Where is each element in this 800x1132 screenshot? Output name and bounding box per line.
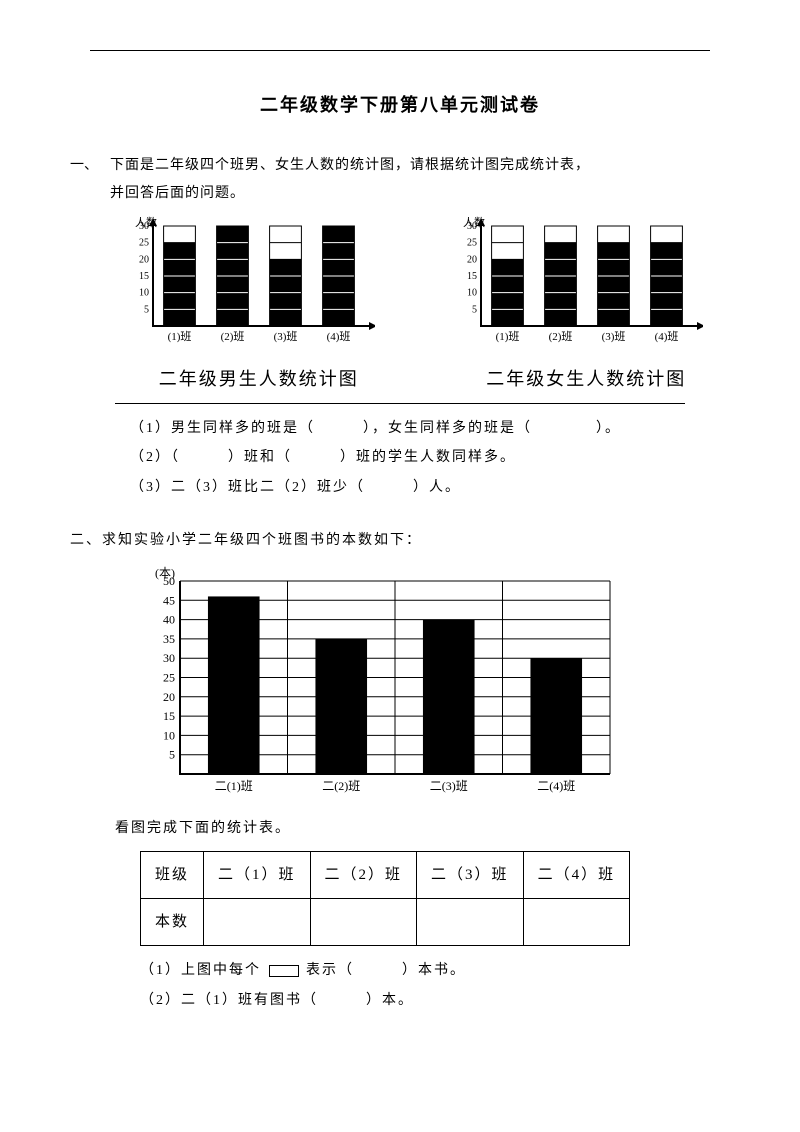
- boys-chart-title: 二年级男生人数统计图: [115, 361, 403, 397]
- svg-text:二(3)班: 二(3)班: [430, 779, 468, 793]
- svg-text:5: 5: [144, 304, 149, 315]
- q2-intro: 二、求知实验小学二年级四个班图书的本数如下：: [70, 527, 730, 555]
- boys-chart-box: 51015202530(1)班(2)班(3)班(4)班人数 二年级男生人数统计图: [115, 216, 403, 397]
- svg-text:15: 15: [163, 709, 175, 723]
- box-icon: [269, 965, 299, 977]
- svg-text:10: 10: [467, 288, 477, 299]
- q1-sub3: （3）二（3）班比二（2）班少（ ）人。: [130, 473, 730, 502]
- svg-text:二(2)班: 二(2)班: [322, 779, 360, 793]
- girls-chart-box: 51015202530(1)班(2)班(3)班(4)班人数 二年级女生人数统计图: [443, 216, 731, 397]
- question-2: 二、求知实验小学二年级四个班图书的本数如下： 5 10 15 20 25 30 35 40 45…: [70, 527, 730, 1015]
- q2-table: 班级 二（1）班 二（2）班 二（3）班 二（4）班 本数: [140, 851, 630, 946]
- svg-text:(4)班: (4)班: [654, 330, 678, 343]
- svg-text:25: 25: [163, 671, 175, 685]
- girls-chart-title: 二年级女生人数统计图: [443, 361, 731, 397]
- svg-text:(2)班: (2)班: [548, 330, 572, 343]
- cell-header-class: 班级: [141, 852, 204, 899]
- svg-text:45: 45: [163, 593, 175, 607]
- svg-text:人数: 人数: [135, 216, 157, 229]
- svg-text:5: 5: [169, 748, 175, 762]
- cell-blank: [204, 899, 311, 946]
- svg-text:30: 30: [163, 651, 175, 665]
- svg-text:10: 10: [139, 288, 149, 299]
- chart-divider: [115, 403, 685, 404]
- q2-table-intro: 看图完成下面的统计表。: [70, 815, 730, 843]
- q1-intro: 一、 下面是二年级四个班男、女生人数的统计图，请根据统计图完成统计表， 并回答后…: [70, 152, 730, 208]
- top-rule: [90, 50, 710, 51]
- cell-count-label: 本数: [141, 899, 204, 946]
- svg-text:15: 15: [139, 271, 149, 282]
- q1-subquestions: （1）男生同样多的班是（ ），女生同样多的班是（ ）。 （2）（ ）班和（ ）班…: [70, 414, 730, 502]
- svg-text:25: 25: [467, 238, 477, 249]
- cell-c1: 二（1）班: [204, 852, 311, 899]
- cell-c3: 二（3）班: [417, 852, 524, 899]
- q1-charts-row: 51015202530(1)班(2)班(3)班(4)班人数 二年级男生人数统计图…: [70, 216, 730, 397]
- svg-text:(3)班: (3)班: [274, 330, 298, 343]
- girls-chart: 51015202530(1)班(2)班(3)班(4)班人数: [443, 216, 703, 346]
- q1-sub1: （1）男生同样多的班是（ ），女生同样多的班是（ ）。: [130, 414, 730, 443]
- cell-blank: [417, 899, 524, 946]
- q2-sub1-a: （1）上图中每个: [140, 963, 261, 978]
- svg-text:20: 20: [467, 254, 477, 265]
- svg-text:5: 5: [472, 304, 477, 315]
- svg-text:15: 15: [467, 271, 477, 282]
- cell-c2: 二（2）班: [310, 852, 417, 899]
- svg-text:(本): (本): [155, 566, 175, 580]
- cell-blank: [310, 899, 417, 946]
- q2-chart-wrap: 5101520253035404550二(1)班二(2)班二(3)班二(4)班(…: [70, 563, 730, 809]
- svg-text:20: 20: [139, 254, 149, 265]
- svg-text:人数: 人数: [463, 216, 485, 229]
- svg-text:40: 40: [163, 613, 175, 627]
- svg-text:35: 35: [163, 632, 175, 646]
- q1-number: 一、: [70, 152, 110, 208]
- cell-blank: [523, 899, 630, 946]
- q2-sub2: （2）二（1）班有图书（ ）本。: [140, 986, 730, 1015]
- svg-text:二(4)班: 二(4)班: [537, 779, 575, 793]
- q1-sub2: （2）（ ）班和（ ）班的学生人数同样多。: [130, 443, 730, 472]
- svg-text:(1)班: (1)班: [168, 330, 192, 343]
- q1-text: 下面是二年级四个班男、女生人数的统计图，请根据统计图完成统计表， 并回答后面的问…: [110, 152, 730, 208]
- page: 二年级数学下册第八单元测试卷 一、 下面是二年级四个班男、女生人数的统计图，请根…: [0, 0, 800, 1132]
- q2-sub1-b: 表示（ ）本书。: [306, 963, 466, 978]
- cell-c4: 二（4）班: [523, 852, 630, 899]
- page-title: 二年级数学下册第八单元测试卷: [70, 91, 730, 117]
- svg-text:20: 20: [163, 690, 175, 704]
- boys-chart: 51015202530(1)班(2)班(3)班(4)班人数: [115, 216, 375, 346]
- svg-text:(2)班: (2)班: [221, 330, 245, 343]
- q2-subquestions: （1）上图中每个 表示（ ）本书。 （2）二（1）班有图书（ ）本。: [70, 956, 730, 1015]
- q1-line2: 并回答后面的问题。: [110, 186, 245, 201]
- svg-text:25: 25: [139, 238, 149, 249]
- svg-text:(4)班: (4)班: [327, 330, 351, 343]
- question-1: 一、 下面是二年级四个班男、女生人数的统计图，请根据统计图完成统计表， 并回答后…: [70, 152, 730, 502]
- q2-sub1: （1）上图中每个 表示（ ）本书。: [140, 956, 730, 985]
- svg-text:二(1)班: 二(1)班: [215, 779, 253, 793]
- table-row: 班级 二（1）班 二（2）班 二（3）班 二（4）班: [141, 852, 630, 899]
- svg-text:(3)班: (3)班: [601, 330, 625, 343]
- books-chart: 5101520253035404550二(1)班二(2)班二(3)班二(4)班(…: [140, 563, 620, 798]
- q1-line1: 下面是二年级四个班男、女生人数的统计图，请根据统计图完成统计表，: [110, 158, 590, 173]
- svg-text:10: 10: [163, 729, 175, 743]
- svg-text:(1)班: (1)班: [495, 330, 519, 343]
- table-row: 本数: [141, 899, 630, 946]
